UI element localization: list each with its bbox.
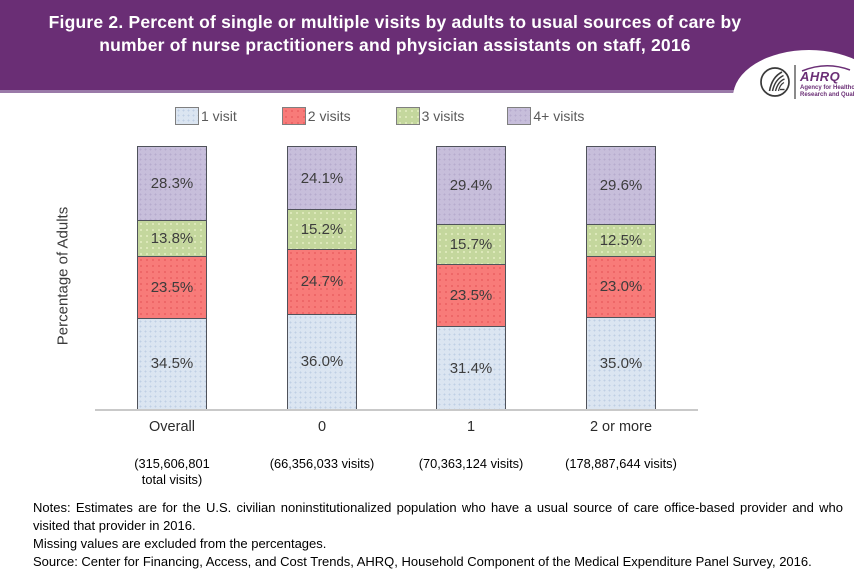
ahrq-swoosh-icon <box>801 65 851 72</box>
legend-label: 3 visits <box>421 108 465 124</box>
category-label: 0 <box>317 419 327 435</box>
stacked-bar: 35.0% 23.0% 12.5% 29.6% <box>586 143 656 410</box>
bar-segment: 28.3% <box>137 145 207 222</box>
legend-label: 4+ visits <box>533 108 585 124</box>
bar-segment: 23.5% <box>137 256 207 319</box>
category-sublabel: (66,356,033 visits) <box>269 456 375 471</box>
x-axis-baseline <box>95 409 698 411</box>
note-line: Missing values are excluded from the per… <box>33 536 327 551</box>
figure-title: Figure 2. Percent of single or multiple … <box>48 12 742 55</box>
legend-swatch <box>507 107 532 125</box>
legend-item: 3 visits <box>395 106 465 126</box>
hhs-eagle-icon <box>760 66 790 97</box>
bar-segment: 15.7% <box>436 223 506 266</box>
bar-segment: 24.1% <box>287 146 357 211</box>
ahrq-tagline: Agency for Healthcare Research and Quali… <box>800 85 854 98</box>
bar-value-label: 34.5% <box>150 355 194 373</box>
bar-value-label: 28.3% <box>150 175 194 193</box>
bar-segment: 24.7% <box>287 248 357 315</box>
bar-value-label: 23.0% <box>599 278 643 296</box>
stacked-bar: 34.5% 23.5% 13.8% 28.3% <box>137 143 207 410</box>
ahrq-logo: AHRQ Agency for Healthcare Research and … <box>733 50 854 144</box>
bar-value-label: 31.4% <box>449 359 493 377</box>
bar-segment: 34.5% <box>137 317 207 410</box>
legend-item: 2 visits <box>281 106 351 126</box>
legend-label: 1 visit <box>201 108 237 124</box>
legend-swatch <box>395 107 420 125</box>
bar-segment: 29.6% <box>586 145 656 225</box>
bar-value-label: 24.1% <box>300 169 344 187</box>
legend-label: 2 visits <box>307 108 351 124</box>
footnotes: Notes: Estimates are for the U.S. civili… <box>33 499 843 571</box>
bar-value-label: 29.4% <box>449 176 493 194</box>
bar-value-label: 13.8% <box>150 230 194 248</box>
bar-value-label: 15.7% <box>449 235 493 253</box>
chart-legend: 1 visit 2 visits 3 visits 4+ visits <box>175 106 584 126</box>
bar-segment: 23.5% <box>436 264 506 328</box>
bar-segment: 23.0% <box>586 256 656 318</box>
legend-item: 4+ visits <box>507 106 584 126</box>
bar-value-label: 24.7% <box>300 273 344 291</box>
category-sublabel: (178,887,644 visits) <box>565 456 677 471</box>
bar-segment: 36.0% <box>287 313 357 410</box>
bar-value-label: 35.0% <box>599 354 643 372</box>
stacked-bar: 36.0% 24.7% 15.2% 24.1% <box>287 143 357 410</box>
legend-item: 1 visit <box>175 106 237 126</box>
bar-value-label: 29.6% <box>599 176 643 194</box>
note-line: Notes: Estimates are for the U.S. civili… <box>33 500 843 533</box>
plot-area: 34.5% 23.5% 13.8% 28.3% 36.0% 24.7% 15.2% 24.1%… <box>0 143 854 410</box>
legend-swatch <box>175 107 199 125</box>
bar-value-label: 15.2% <box>300 221 344 239</box>
bar-value-label: 12.5% <box>599 231 643 249</box>
logo-divider <box>794 64 796 99</box>
bar-segment: 15.2% <box>287 209 357 250</box>
bar-value-label: 23.5% <box>150 279 194 297</box>
bar-segment: 29.4% <box>436 146 506 225</box>
bar-segment: 12.5% <box>586 223 656 258</box>
ahrq-wordmark: AHRQ <box>800 69 841 84</box>
source-line: Source: Center for Financing, Access, an… <box>33 554 812 569</box>
category-sublabel: (70,363,124 visits) <box>418 456 524 471</box>
category-sublabel: (315,606,801 total visits) <box>134 456 210 487</box>
bar-value-label: 23.5% <box>449 287 493 305</box>
header-banner: Figure 2. Percent of single or multiple … <box>0 0 854 93</box>
legend-swatch <box>281 107 306 125</box>
stacked-bar: 31.4% 23.5% 15.7% 29.4% <box>436 143 506 410</box>
bar-segment: 13.8% <box>137 220 207 258</box>
category-label: Overall <box>149 419 195 435</box>
bar-value-label: 36.0% <box>300 353 344 371</box>
bar-segment: 35.0% <box>586 316 656 410</box>
category-label: 2 or more <box>589 419 653 435</box>
bar-segment: 31.4% <box>436 326 506 410</box>
category-label: 1 <box>466 419 476 435</box>
